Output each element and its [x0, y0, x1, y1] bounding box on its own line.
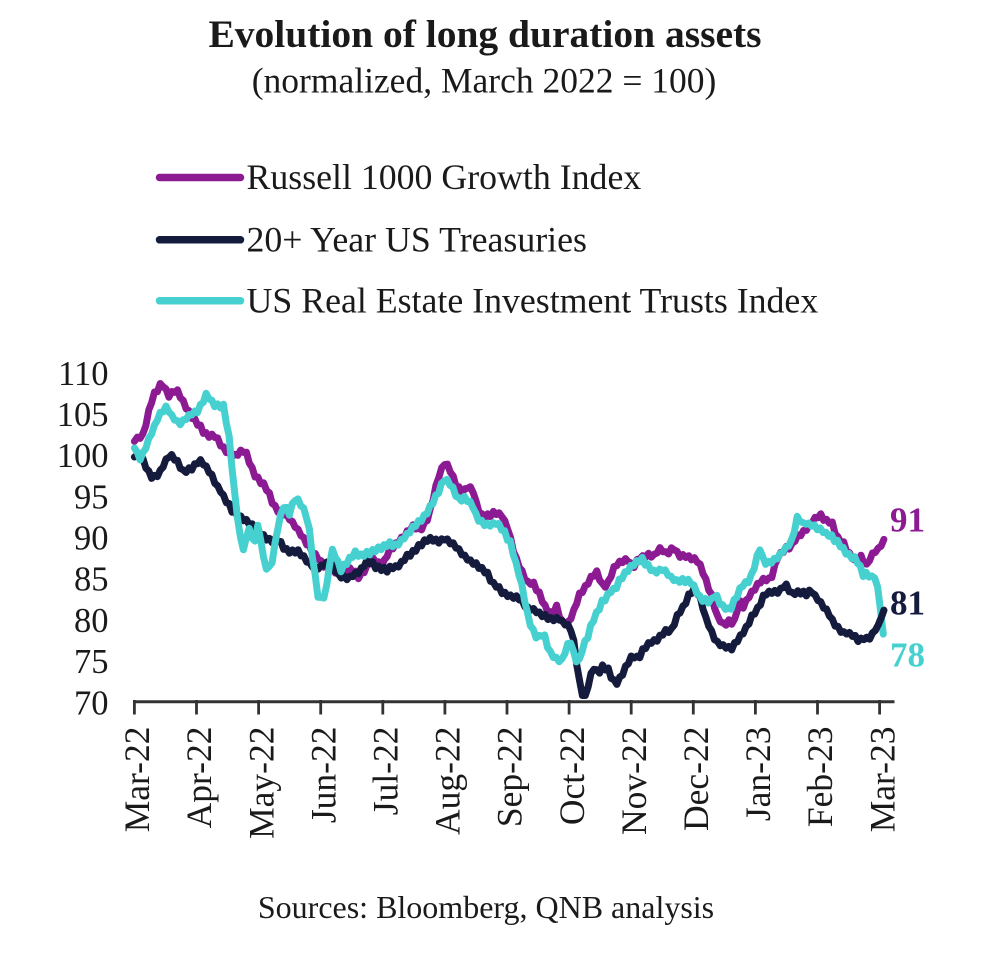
- svg-text:80: 80: [74, 602, 109, 640]
- svg-text:Oct-22: Oct-22: [552, 727, 592, 826]
- svg-text:Nov-22: Nov-22: [614, 727, 654, 835]
- svg-text:75: 75: [74, 643, 109, 681]
- svg-text:Dec-22: Dec-22: [676, 727, 716, 831]
- svg-text:95: 95: [74, 478, 109, 516]
- svg-text:78: 78: [890, 636, 925, 675]
- svg-text:Jul-22: Jul-22: [366, 727, 406, 816]
- svg-text:Sources: Bloomberg, QNB analys: Sources: Bloomberg, QNB analysis: [258, 889, 714, 925]
- svg-text:Jun-22: Jun-22: [303, 727, 343, 824]
- svg-text:Jan-23: Jan-23: [738, 727, 778, 822]
- svg-text:Evolution of long duration ass: Evolution of long duration assets: [208, 12, 761, 56]
- svg-text:Mar-23: Mar-23: [862, 727, 902, 833]
- svg-text:Russell 1000 Growth Index: Russell 1000 Growth Index: [247, 157, 642, 197]
- svg-text:(normalized, March 2022 = 100): (normalized, March 2022 = 100): [252, 61, 717, 101]
- svg-text:90: 90: [74, 520, 109, 558]
- svg-text:70: 70: [74, 684, 109, 722]
- svg-text:85: 85: [74, 561, 109, 599]
- svg-text:110: 110: [58, 355, 108, 393]
- svg-text:81: 81: [890, 584, 925, 623]
- svg-text:Sep-22: Sep-22: [490, 727, 530, 828]
- svg-text:US Real Estate Investment Trus: US Real Estate Investment Trusts Index: [247, 280, 819, 320]
- svg-text:Feb-23: Feb-23: [800, 727, 840, 828]
- svg-text:105: 105: [57, 396, 109, 434]
- svg-text:Apr-22: Apr-22: [179, 727, 219, 829]
- svg-text:Mar-22: Mar-22: [117, 727, 157, 833]
- svg-text:May-22: May-22: [241, 727, 281, 839]
- svg-text:Aug-22: Aug-22: [428, 727, 468, 835]
- svg-text:100: 100: [57, 437, 109, 475]
- svg-text:20+ Year US Treasuries: 20+ Year US Treasuries: [247, 219, 587, 259]
- svg-text:91: 91: [890, 501, 925, 540]
